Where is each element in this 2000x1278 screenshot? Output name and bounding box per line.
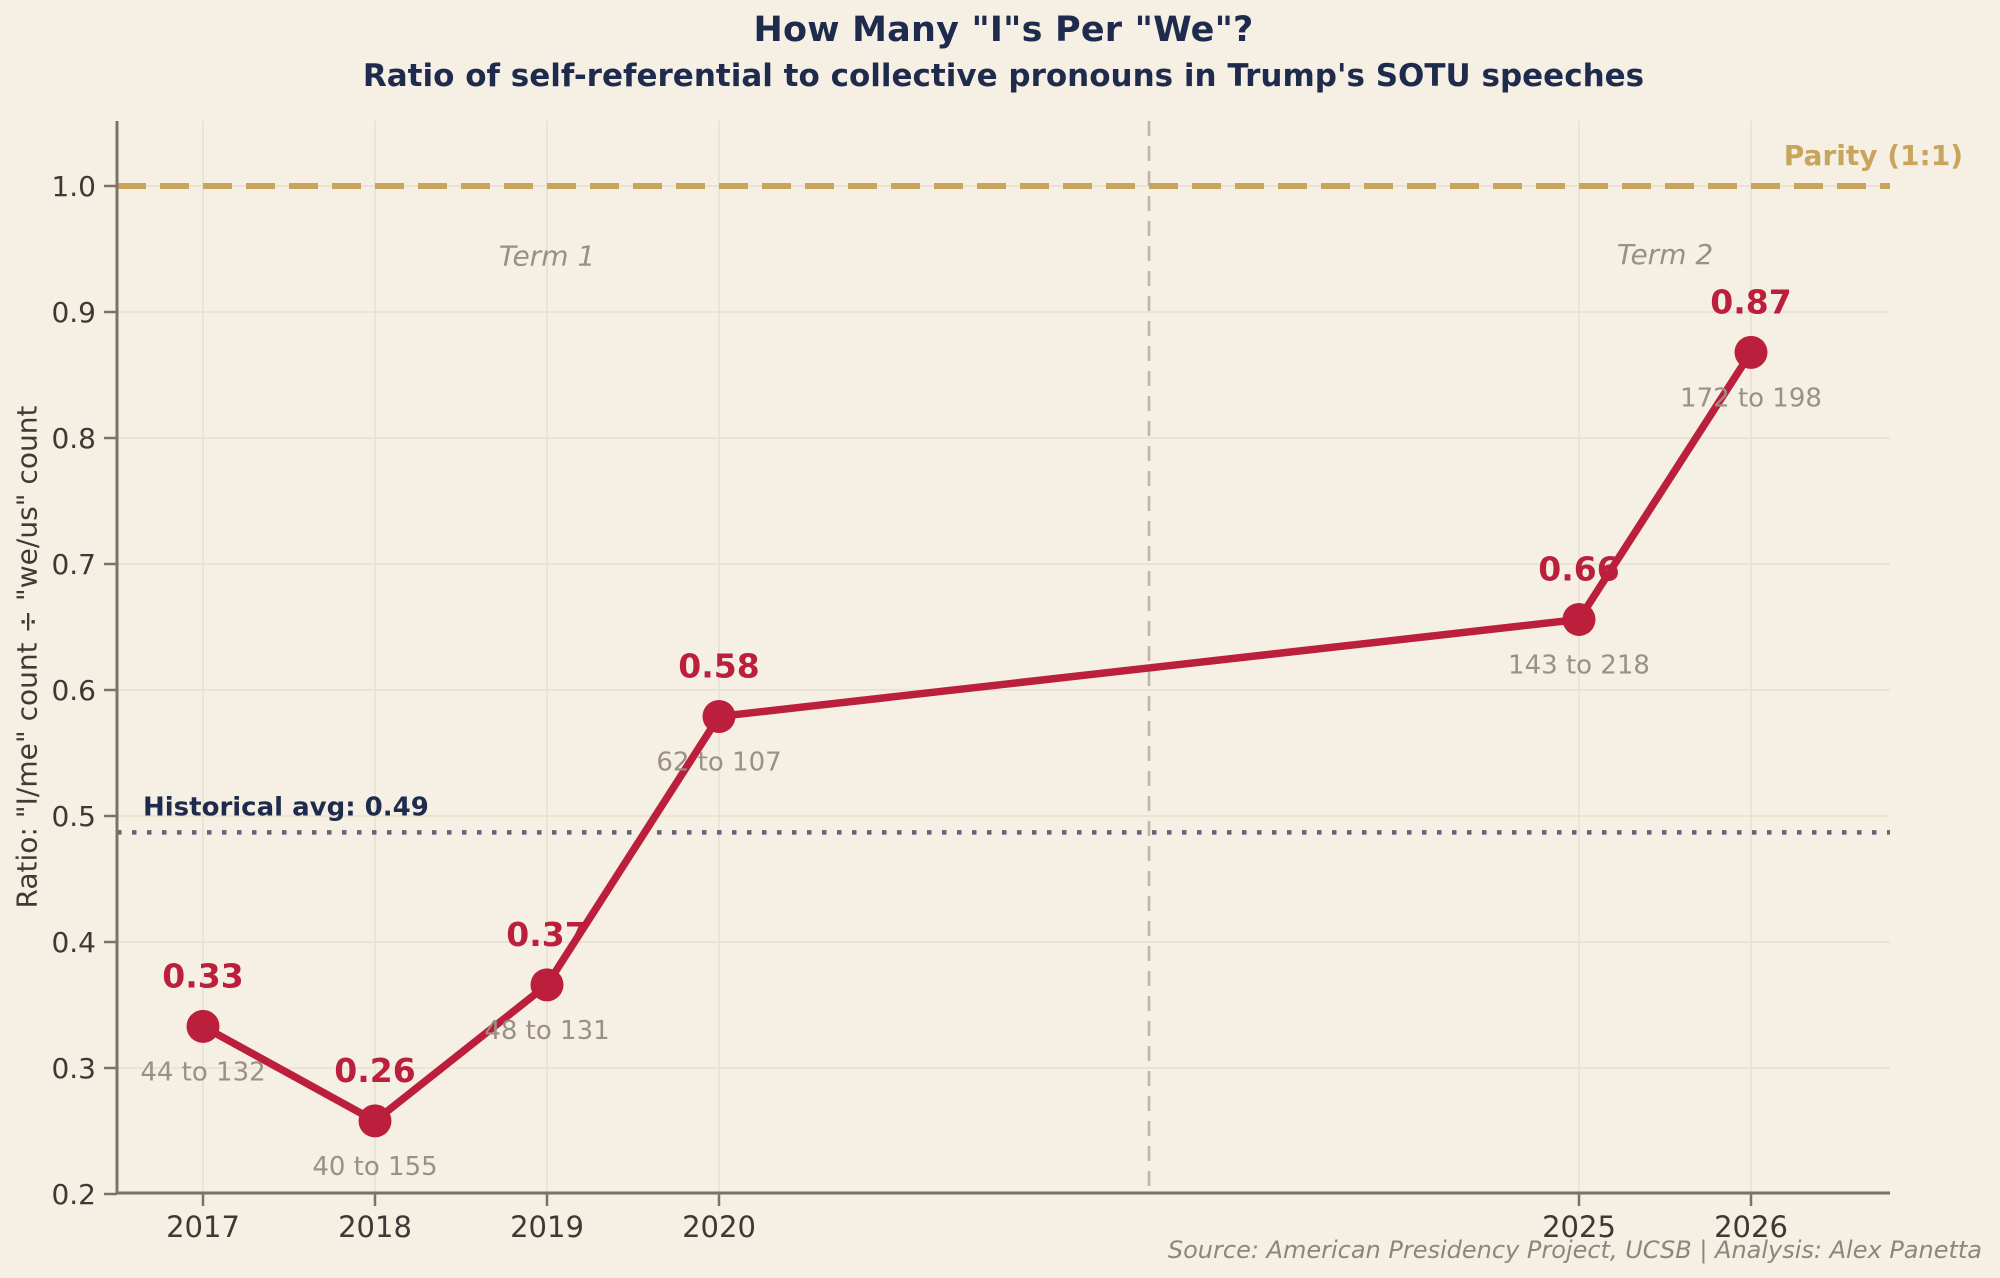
data-point-value-label: 0.37 xyxy=(506,915,587,954)
y-tick-label: 0.3 xyxy=(51,1052,96,1085)
y-tick-label: 0.8 xyxy=(51,422,96,455)
x-tick-label: 2017 xyxy=(166,1210,240,1244)
parity-label: Parity (1:1) xyxy=(1784,139,1963,172)
data-point-value-label: 0.58 xyxy=(678,646,759,685)
y-tick-label: 0.7 xyxy=(51,548,96,581)
data-point-value-label: 0.66 xyxy=(1538,549,1619,588)
data-point xyxy=(186,1009,220,1043)
data-point-value-label: 0.26 xyxy=(334,1051,415,1090)
y-tick-label: 0.4 xyxy=(51,926,96,959)
data-point-count-label: 48 to 131 xyxy=(484,1016,609,1046)
data-point-count-label: 143 to 218 xyxy=(1508,650,1650,680)
x-tick-label: 2018 xyxy=(338,1210,412,1244)
data-point xyxy=(530,968,564,1002)
data-point-count-label: 62 to 107 xyxy=(656,747,781,777)
series-line xyxy=(199,348,1755,1125)
data-point xyxy=(702,699,736,733)
data-point xyxy=(1562,602,1596,636)
term-annotation: Term 2 xyxy=(1617,238,1713,271)
y-tick-label: 1.0 xyxy=(51,170,96,203)
x-tick-label: 2020 xyxy=(682,1210,756,1244)
chart-subtitle: Ratio of self-referential to collective … xyxy=(362,58,1645,94)
data-point xyxy=(358,1104,392,1138)
x-tick-label: 2019 xyxy=(510,1210,584,1244)
source-note: Source: American Presidency Project, UCS… xyxy=(1167,1236,1982,1264)
y-tick-label: 0.9 xyxy=(51,296,96,329)
term-annotation: Term 1 xyxy=(499,239,595,272)
data-point-count-label: 44 to 132 xyxy=(140,1057,265,1087)
x-tick-label: 2025 xyxy=(1542,1210,1616,1244)
y-tick-label: 0.2 xyxy=(51,1178,96,1211)
data-point-count-label: 40 to 155 xyxy=(312,1152,437,1182)
chart-title: How Many "I"s Per "We"? xyxy=(753,10,1254,50)
data-point-value-label: 0.87 xyxy=(1710,282,1791,321)
y-tick-label: 0.6 xyxy=(51,674,96,707)
data-point xyxy=(1734,335,1768,369)
data-point-value-label: 0.33 xyxy=(162,956,243,995)
historical-avg-label: Historical avg: 0.49 xyxy=(143,792,429,822)
x-tick-label: 2026 xyxy=(1714,1210,1788,1244)
data-point-count-label: 172 to 198 xyxy=(1680,383,1822,413)
y-tick-label: 0.5 xyxy=(51,800,96,833)
